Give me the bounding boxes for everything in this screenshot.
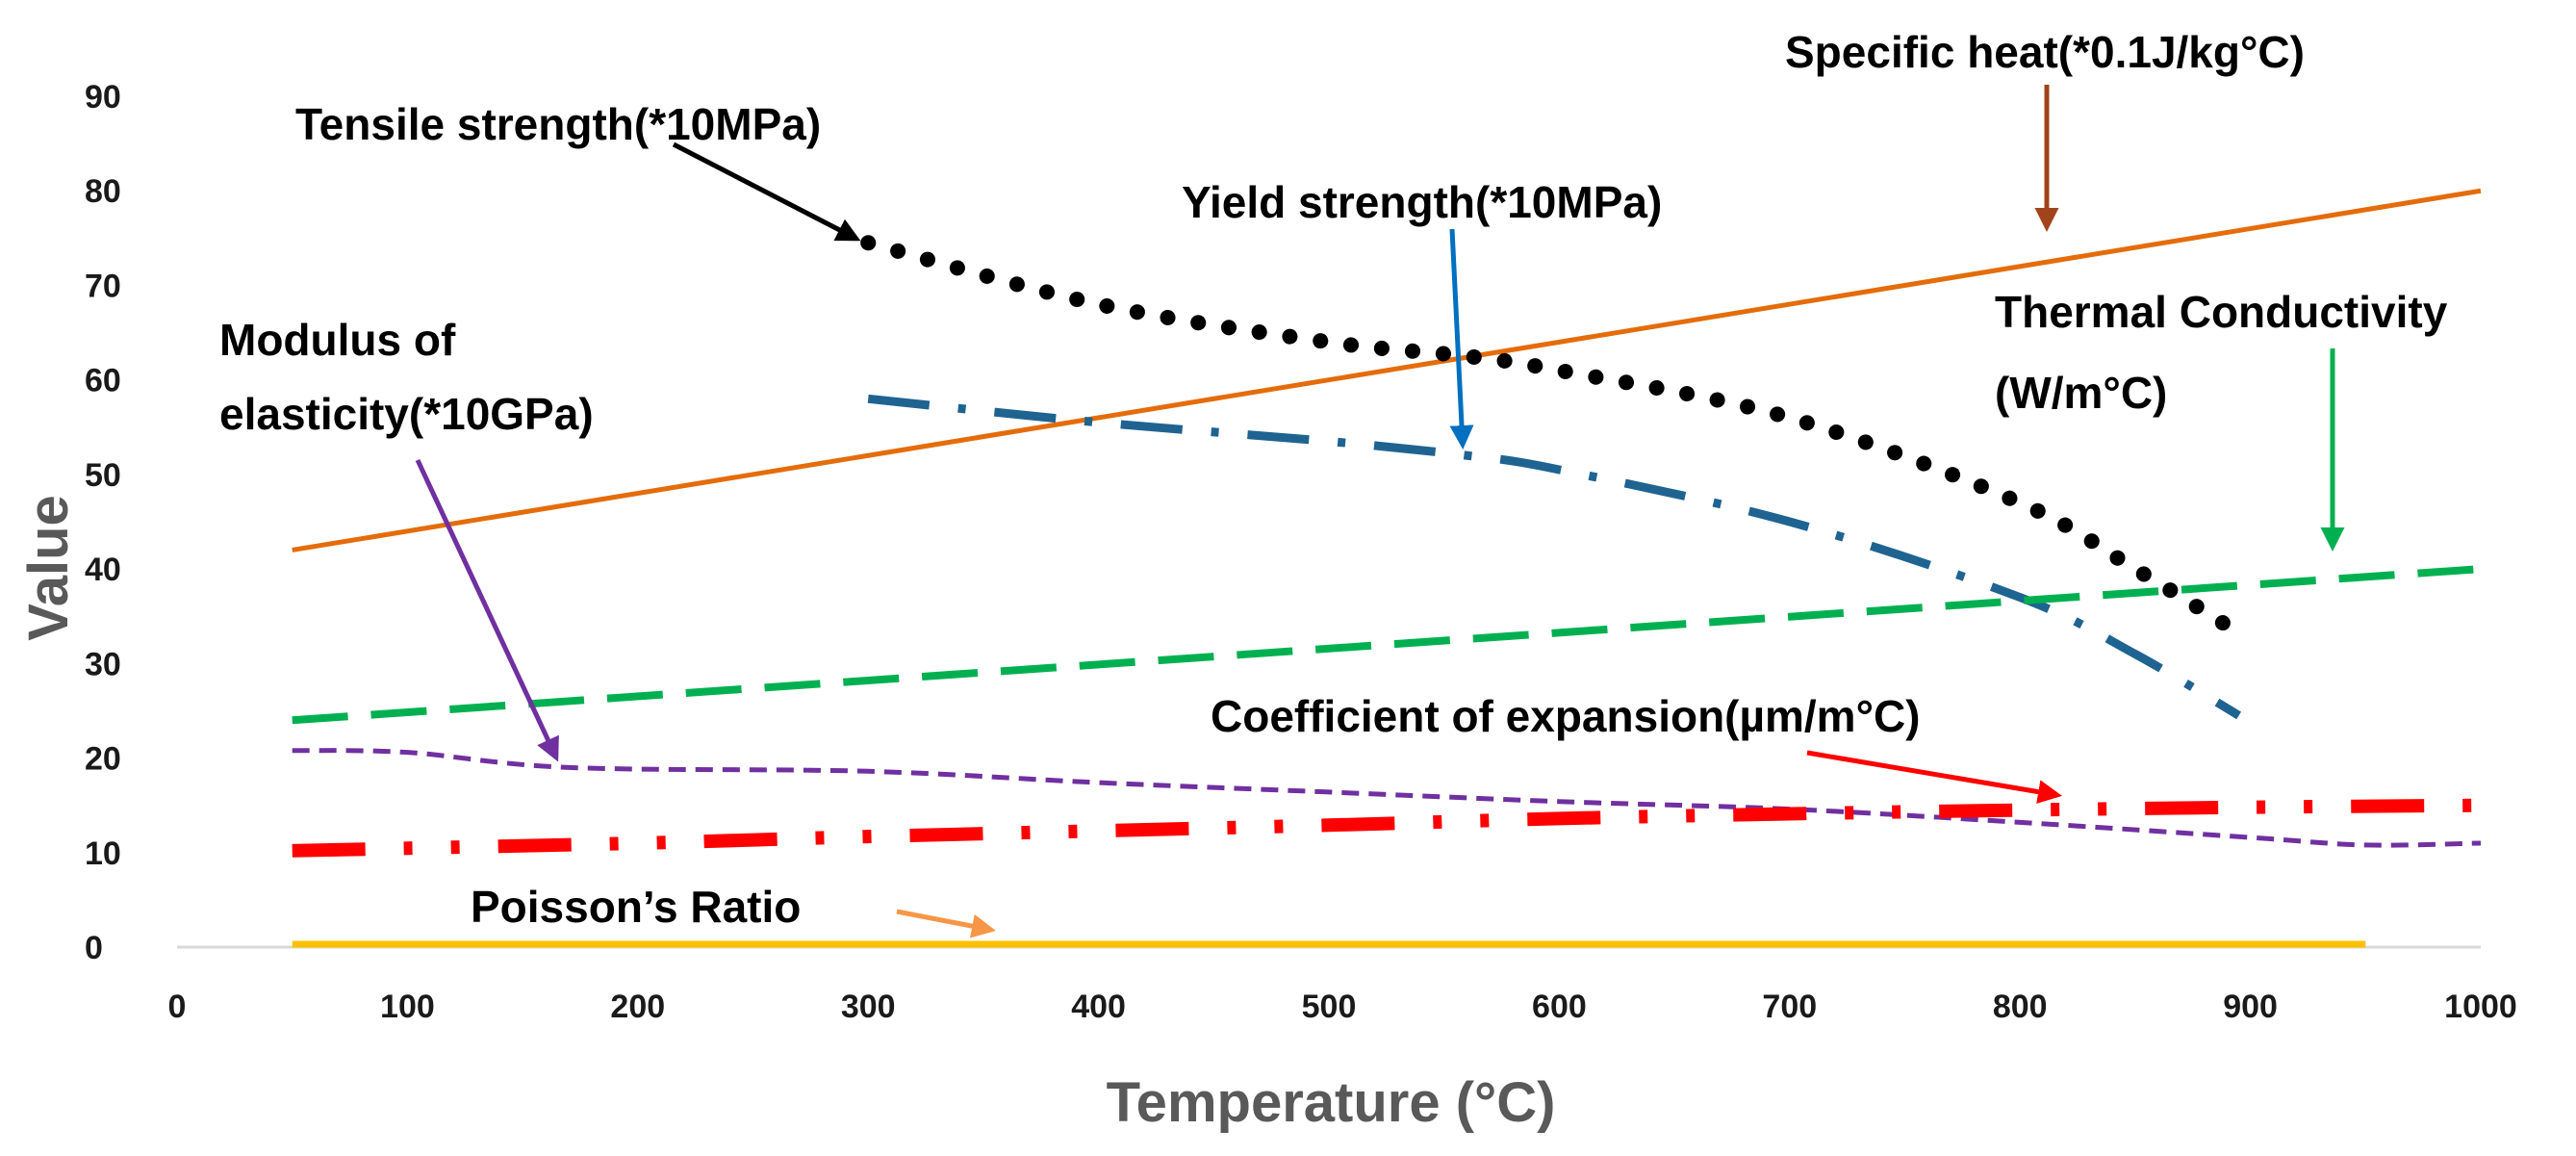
x-axis-ticks: 0 100 200 300 400 500 600 700 800 900 1000 (168, 989, 2517, 1025)
x-tick-label: 900 (2223, 989, 2278, 1025)
y-tick-label: 30 (85, 646, 121, 682)
annotations: Specific heat(*0.1J/kg°C) Tensile streng… (219, 27, 2448, 932)
x-tick-label: 700 (1762, 989, 1817, 1025)
y-axis-ticks: 0 10 20 30 40 50 60 70 80 90 (85, 79, 121, 966)
tensile-arrow (672, 141, 861, 242)
annotation-arrows (415, 85, 2345, 938)
x-tick-label: 800 (1993, 989, 2048, 1025)
y-tick-label: 0 (85, 930, 103, 966)
yield-label: Yield strength(*10MPa) (1182, 177, 1662, 227)
modulus-arrow (415, 458, 559, 762)
thermal-label-line1: Thermal Conductivity (1995, 287, 2448, 337)
series-line-thermal (292, 565, 2482, 725)
y-tick-label: 10 (85, 835, 121, 872)
y-axis-title: Value (17, 495, 80, 641)
specific-heat-label: Specific heat(*0.1J/kg°C) (1785, 27, 2305, 77)
x-tick-label: 500 (1302, 989, 1357, 1025)
thermal-label-line2: (W/m°C) (1995, 368, 2167, 418)
x-tick-label: 0 (168, 989, 187, 1025)
x-tick-label: 300 (841, 989, 896, 1025)
expansion-arrow (1806, 750, 2062, 804)
x-tick-label: 1000 (2444, 989, 2517, 1025)
series-line-expansion (292, 798, 2482, 858)
series-line-yield (867, 394, 2241, 720)
series-line-modulus (292, 748, 2482, 848)
y-tick-label: 90 (85, 79, 121, 116)
x-tick-label: 100 (380, 989, 435, 1025)
yield-arrow (1449, 228, 1474, 450)
x-tick-label: 200 (610, 989, 665, 1025)
modulus-label-line1: Modulus of (219, 315, 456, 365)
poisson-arrow (896, 909, 996, 938)
y-tick-label: 20 (85, 741, 121, 778)
poisson-label: Poisson’s Ratio (471, 882, 801, 932)
tensile-label: Tensile strength(*10MPa) (295, 99, 821, 149)
series-layer (292, 188, 2482, 948)
modulus-label-line2: elasticity(*10GPa) (219, 389, 594, 439)
y-tick-label: 50 (85, 457, 121, 494)
series-line-tensile (860, 235, 2235, 634)
y-tick-label: 60 (85, 363, 121, 399)
x-tick-label: 400 (1071, 989, 1126, 1025)
y-tick-label: 40 (85, 552, 121, 588)
x-tick-label: 600 (1532, 989, 1587, 1025)
x-axis-title: Temperature (°C) (1107, 1071, 1556, 1134)
expansion-label: Coefficient of expansion(µm/m°C) (1211, 691, 1921, 741)
y-tick-label: 70 (85, 268, 121, 304)
series-line-specific_heat (292, 188, 2482, 552)
y-tick-label: 80 (85, 173, 121, 210)
